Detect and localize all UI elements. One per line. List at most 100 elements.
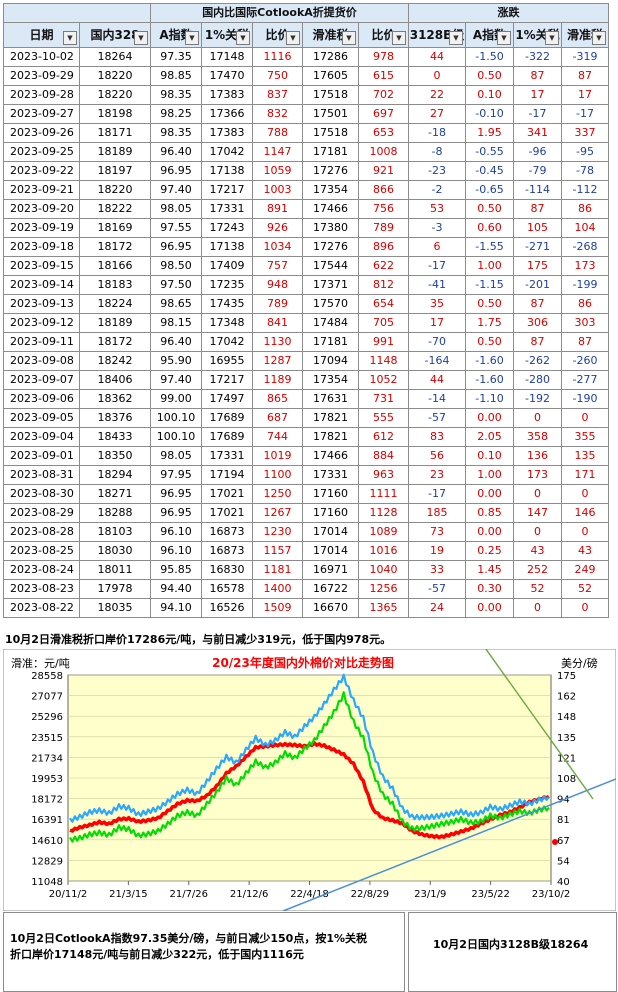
- table-cell[interactable]: 17331: [201, 446, 253, 466]
- table-cell[interactable]: 2023-09-28: [3, 85, 80, 105]
- table-cell[interactable]: 97.95: [150, 465, 202, 485]
- table-cell[interactable]: 303: [561, 313, 609, 333]
- table-cell[interactable]: -1.60: [465, 370, 514, 390]
- table-cell[interactable]: 2023-08-30: [3, 484, 80, 504]
- table-cell[interactable]: 306: [513, 313, 562, 333]
- table-cell[interactable]: 86: [561, 199, 609, 219]
- table-cell[interactable]: 18224: [79, 294, 151, 314]
- table-cell[interactable]: 18376: [79, 408, 151, 428]
- table-cell[interactable]: 1256: [358, 579, 409, 599]
- filter-dropdown-icon[interactable]: ▼: [134, 31, 148, 45]
- table-cell[interactable]: 0.00: [465, 484, 514, 504]
- table-cell[interactable]: 100.10: [150, 408, 202, 428]
- table-cell[interactable]: 104: [561, 218, 609, 238]
- table-cell[interactable]: 17366: [201, 104, 253, 124]
- table-cell[interactable]: 1.00: [465, 465, 514, 485]
- table-cell[interactable]: 17: [561, 85, 609, 105]
- table-cell[interactable]: 97.40: [150, 180, 202, 200]
- filter-dropdown-icon[interactable]: ▼: [63, 31, 77, 45]
- table-cell[interactable]: 22: [408, 85, 466, 105]
- table-cell[interactable]: 17148: [201, 47, 253, 67]
- table-cell[interactable]: -0.10: [465, 104, 514, 124]
- table-cell[interactable]: -1.10: [465, 389, 514, 409]
- table-cell[interactable]: 841: [252, 313, 303, 333]
- table-cell[interactable]: 17409: [201, 256, 253, 276]
- table-cell[interactable]: 17014: [302, 541, 359, 561]
- table-cell[interactable]: -190: [561, 389, 609, 409]
- table-cell[interactable]: 6: [408, 237, 466, 257]
- table-cell[interactable]: 87: [513, 199, 562, 219]
- table-cell[interactable]: 1147: [252, 142, 303, 162]
- table-cell[interactable]: 87: [513, 294, 562, 314]
- table-cell[interactable]: 18433: [79, 427, 151, 447]
- table-cell[interactable]: 1.95: [465, 123, 514, 143]
- table-cell[interactable]: 53: [408, 199, 466, 219]
- table-cell[interactable]: 1040: [358, 560, 409, 580]
- table-cell[interactable]: -8: [408, 142, 466, 162]
- table-cell[interactable]: 17014: [302, 522, 359, 542]
- table-cell[interactable]: 96.95: [150, 161, 202, 181]
- table-cell[interactable]: 17: [513, 85, 562, 105]
- table-cell[interactable]: 17570: [302, 294, 359, 314]
- table-cell[interactable]: 98.05: [150, 446, 202, 466]
- table-cell[interactable]: -319: [561, 47, 609, 67]
- table-cell[interactable]: 18035: [79, 598, 151, 618]
- table-cell[interactable]: 96.95: [150, 484, 202, 504]
- table-cell[interactable]: 17466: [302, 446, 359, 466]
- table-cell[interactable]: 18189: [79, 142, 151, 162]
- table-cell[interactable]: 0: [561, 598, 609, 618]
- table-cell[interactable]: 17217: [201, 370, 253, 390]
- table-cell[interactable]: 43: [513, 541, 562, 561]
- table-cell[interactable]: 812: [358, 275, 409, 295]
- table-cell[interactable]: 2023-09-21: [3, 180, 80, 200]
- table-cell[interactable]: 17544: [302, 256, 359, 276]
- table-cell[interactable]: 17354: [302, 180, 359, 200]
- table-cell[interactable]: 1008: [358, 142, 409, 162]
- table-cell[interactable]: 17021: [201, 484, 253, 504]
- table-cell[interactable]: -78: [561, 161, 609, 181]
- table-cell[interactable]: 175: [513, 256, 562, 276]
- table-cell[interactable]: 17217: [201, 180, 253, 200]
- table-cell[interactable]: 18406: [79, 370, 151, 390]
- table-cell[interactable]: 171: [561, 465, 609, 485]
- table-cell[interactable]: 891: [252, 199, 303, 219]
- table-cell[interactable]: 18172: [79, 237, 151, 257]
- table-cell[interactable]: 2023-08-23: [3, 579, 80, 599]
- table-cell[interactable]: 2023-09-22: [3, 161, 80, 181]
- table-cell[interactable]: -199: [561, 275, 609, 295]
- table-cell[interactable]: 18103: [79, 522, 151, 542]
- table-cell[interactable]: 653: [358, 123, 409, 143]
- filter-dropdown-icon[interactable]: ▼: [392, 31, 406, 45]
- table-cell[interactable]: 2023-08-29: [3, 503, 80, 523]
- table-cell[interactable]: 18220: [79, 66, 151, 86]
- table-cell[interactable]: 2023-09-26: [3, 123, 80, 143]
- table-cell[interactable]: 17484: [302, 313, 359, 333]
- table-cell[interactable]: -112: [561, 180, 609, 200]
- table-cell[interactable]: 654: [358, 294, 409, 314]
- table-cell[interactable]: 23: [408, 465, 466, 485]
- table-cell[interactable]: -164: [408, 351, 466, 371]
- table-cell[interactable]: 185: [408, 503, 466, 523]
- table-cell[interactable]: 17181: [302, 332, 359, 352]
- table-cell[interactable]: 18011: [79, 560, 151, 580]
- table-cell[interactable]: 2023-09-18: [3, 237, 80, 257]
- table-cell[interactable]: 687: [252, 408, 303, 428]
- table-cell[interactable]: 2023-09-19: [3, 218, 80, 238]
- table-cell[interactable]: 17470: [201, 66, 253, 86]
- table-cell[interactable]: 896: [358, 237, 409, 257]
- table-cell[interactable]: 1128: [358, 503, 409, 523]
- table-cell[interactable]: 0.50: [465, 199, 514, 219]
- table-cell[interactable]: 1250: [252, 484, 303, 504]
- table-cell[interactable]: 17181: [302, 142, 359, 162]
- table-cell[interactable]: 341: [513, 123, 562, 143]
- table-cell[interactable]: 98.05: [150, 199, 202, 219]
- table-cell[interactable]: 17160: [302, 503, 359, 523]
- table-cell[interactable]: -41: [408, 275, 466, 295]
- table-cell[interactable]: 2023-09-13: [3, 294, 80, 314]
- table-cell[interactable]: 17380: [302, 218, 359, 238]
- table-cell[interactable]: 0: [408, 66, 466, 86]
- table-cell[interactable]: 17689: [201, 427, 253, 447]
- table-cell[interactable]: 17194: [201, 465, 253, 485]
- table-cell[interactable]: 17094: [302, 351, 359, 371]
- table-cell[interactable]: 17518: [302, 123, 359, 143]
